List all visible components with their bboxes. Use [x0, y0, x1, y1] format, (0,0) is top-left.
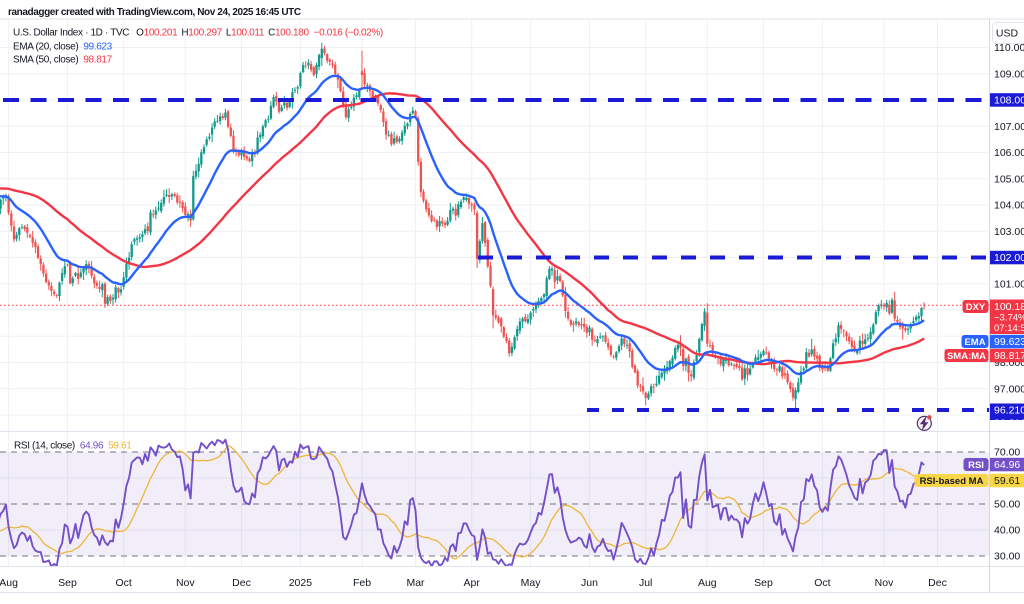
- svg-text:07:14:51: 07:14:51: [994, 323, 1024, 334]
- svg-text:Dec: Dec: [232, 577, 251, 589]
- svg-text:SMA:MA: SMA:MA: [947, 351, 986, 362]
- svg-text:96.210: 96.210: [994, 418, 1024, 430]
- svg-text:106.00: 106.00: [994, 147, 1024, 159]
- svg-text:Feb: Feb: [353, 577, 371, 589]
- svg-text:96.210: 96.210: [994, 405, 1024, 417]
- svg-text:109.00: 109.00: [994, 69, 1024, 81]
- svg-text:Oct: Oct: [116, 577, 132, 589]
- svg-text:Aug: Aug: [698, 577, 717, 589]
- svg-text:97.000: 97.000: [994, 383, 1024, 395]
- svg-text:59.61: 59.61: [994, 475, 1020, 487]
- svg-text:EMA: EMA: [964, 337, 985, 348]
- svg-text:SMA (50, close)98.817: SMA (50, close) 98.817: [13, 55, 113, 66]
- svg-text:−3.74%: −3.74%: [994, 313, 1024, 324]
- svg-text:98.817: 98.817: [994, 350, 1024, 362]
- svg-text:64.96: 64.96: [994, 459, 1020, 471]
- svg-text:70.00: 70.00: [994, 447, 1020, 459]
- svg-text:Sep: Sep: [754, 577, 773, 589]
- svg-text:Mar: Mar: [406, 577, 425, 589]
- svg-text:Sep: Sep: [58, 577, 77, 589]
- svg-text:Oct: Oct: [814, 577, 830, 589]
- svg-text:104.00: 104.00: [994, 200, 1024, 212]
- svg-text:108.00: 108.00: [994, 95, 1024, 107]
- svg-text:May: May: [521, 577, 542, 589]
- svg-text:RSI-based MA: RSI-based MA: [920, 476, 984, 487]
- svg-text:Jun: Jun: [581, 577, 598, 589]
- svg-text:RSI: RSI: [968, 460, 984, 471]
- svg-text:USD: USD: [996, 28, 1019, 40]
- svg-text:2025: 2025: [289, 577, 313, 589]
- svg-text:Aug: Aug: [0, 577, 18, 589]
- svg-text:40.00: 40.00: [994, 525, 1020, 537]
- svg-text:100.18: 100.18: [994, 301, 1024, 313]
- svg-text:30.00: 30.00: [994, 551, 1020, 563]
- svg-text:50.00: 50.00: [994, 499, 1020, 511]
- svg-text:Nov: Nov: [875, 577, 894, 589]
- svg-text:Jul: Jul: [639, 577, 652, 589]
- svg-text:DXY: DXY: [966, 302, 986, 313]
- svg-text:110.00: 110.00: [994, 42, 1024, 54]
- svg-text:105.00: 105.00: [994, 173, 1024, 185]
- svg-text:Nov: Nov: [176, 577, 195, 589]
- svg-text:107.00: 107.00: [994, 121, 1024, 133]
- svg-text:102.00: 102.00: [994, 252, 1024, 264]
- svg-text:99.623: 99.623: [994, 336, 1024, 348]
- svg-text:Dec: Dec: [928, 577, 947, 589]
- svg-text:ranadagger created with Tradin: ranadagger created with TradingView.com,…: [8, 7, 301, 18]
- svg-text:EMA (20, close)99.623: EMA (20, close) 99.623: [13, 42, 113, 53]
- svg-text:Apr: Apr: [464, 577, 481, 589]
- svg-text:103.00: 103.00: [994, 226, 1024, 238]
- svg-text:101.00: 101.00: [994, 278, 1024, 290]
